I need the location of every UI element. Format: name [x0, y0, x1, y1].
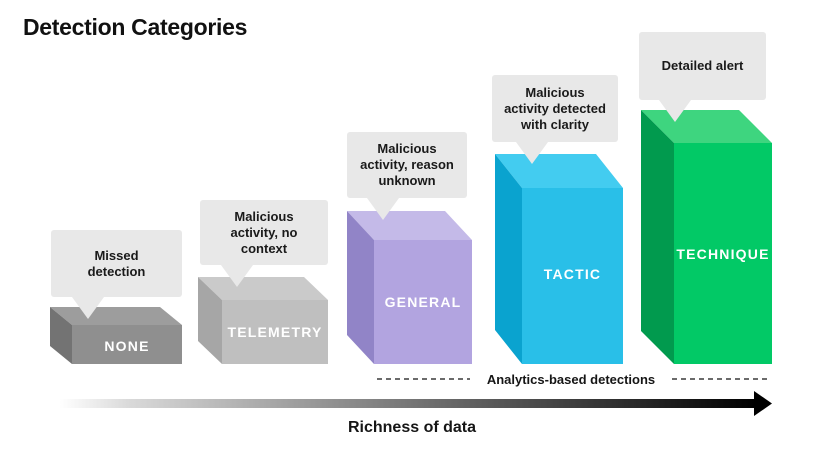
block-label-telemetry: TELEMETRY — [227, 324, 323, 340]
block-technique-front-face — [674, 143, 772, 364]
callout-tactic-text: Malicious activity detected with clarity — [504, 84, 606, 132]
callout-tactic-tail-icon — [516, 142, 548, 164]
callout-general: Malicious activity, reason unknown — [347, 132, 467, 220]
richness-arrow-shaft — [60, 399, 756, 408]
callout-none-text: Missed detection — [87, 247, 146, 279]
block-general-front-face — [374, 240, 472, 364]
callout-technique-text: Detailed alert — [661, 58, 744, 73]
block-none-side-face — [50, 307, 72, 364]
analytics-based-detections-label: Analytics-based detections — [486, 372, 656, 387]
callout-technique-tail-icon — [659, 100, 691, 122]
block-telemetry — [198, 277, 328, 364]
block-label-technique: TECHNIQUE — [676, 246, 770, 262]
block-tactic-front-face — [522, 188, 623, 364]
callout-none: Missed detection — [51, 230, 182, 319]
block-none — [50, 307, 182, 364]
callout-none-tail-icon — [72, 297, 104, 319]
callout-general-text: Malicious activity, reason unknown — [360, 141, 454, 188]
callout-telemetry: Malicious activity, no context — [200, 200, 328, 287]
block-label-general: GENERAL — [384, 294, 462, 310]
callout-telemetry-tail-icon — [221, 265, 253, 287]
page-title: Detection Categories — [23, 14, 248, 40]
richness-arrow — [60, 391, 772, 416]
block-technique-side-face — [641, 110, 674, 364]
block-none-top-face — [50, 307, 182, 325]
callout-telemetry-text: Malicious activity, no context — [230, 208, 298, 256]
block-general — [347, 211, 472, 364]
block-tactic — [495, 154, 623, 364]
block-none-front-face — [72, 325, 182, 364]
block-general-side-face — [347, 211, 374, 364]
callout-technique: Detailed alert — [639, 32, 766, 122]
richness-arrow-head — [754, 391, 772, 416]
callout-tactic: Malicious activity detected with clarity — [492, 75, 618, 164]
block-label-tactic: TACTIC — [543, 266, 602, 282]
block-tactic-side-face — [495, 154, 522, 364]
callout-general-tail-icon — [367, 198, 399, 220]
block-telemetry-side-face — [198, 277, 222, 364]
block-telemetry-front-face — [222, 300, 328, 364]
block-technique — [641, 110, 772, 364]
block-label-none: NONE — [104, 338, 150, 354]
richness-of-data-label: Richness of data — [347, 419, 477, 436]
